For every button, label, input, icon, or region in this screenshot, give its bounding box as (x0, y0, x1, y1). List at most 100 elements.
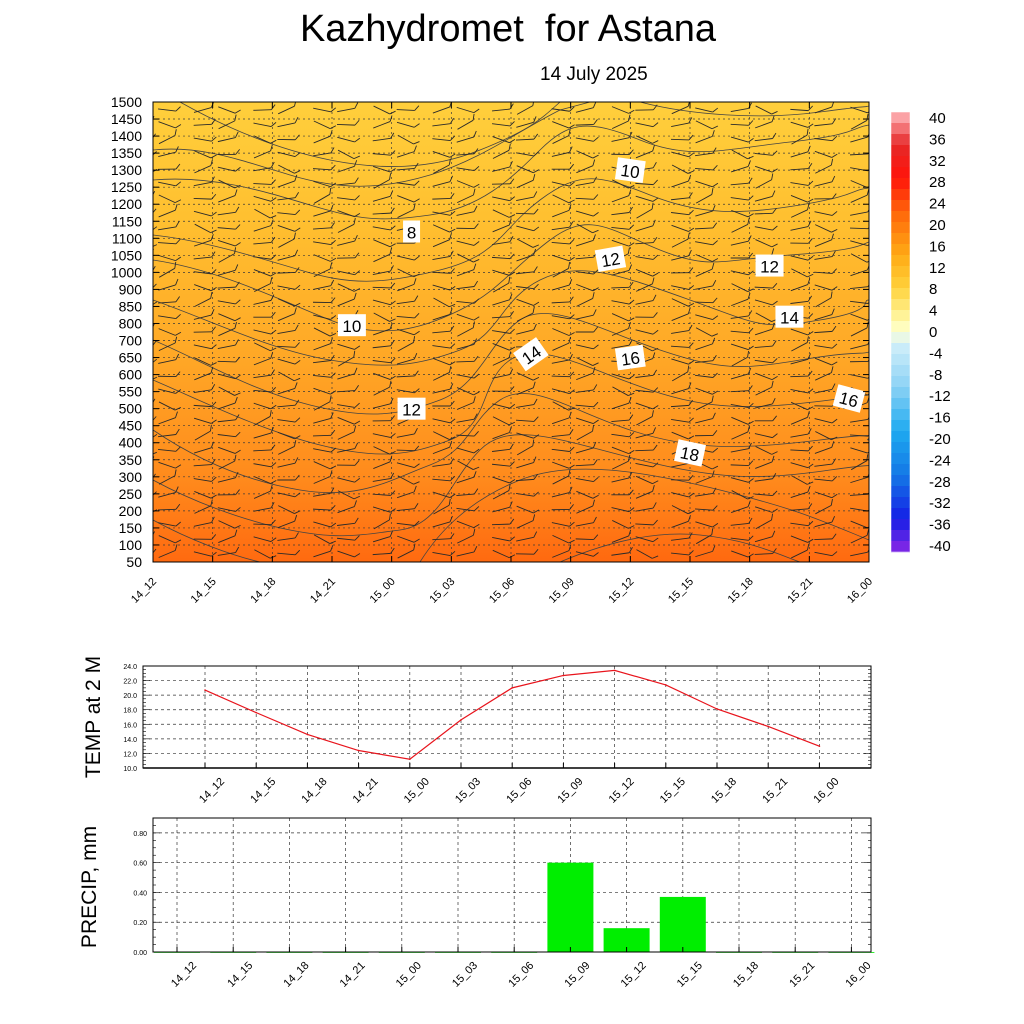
wind-barb-staff (576, 490, 594, 499)
wind-barb-staff (491, 523, 511, 526)
wind-barb-feather (330, 107, 337, 113)
wind-barb-feather (628, 109, 635, 114)
wind-barb-feather (449, 135, 456, 141)
wind-barb-feather (569, 446, 575, 452)
wind-barb (193, 459, 216, 467)
wind-barb-feather (294, 192, 300, 198)
wind-barb-staff (373, 179, 390, 189)
wind-barb-feather (235, 149, 241, 155)
wind-barb-staff (277, 520, 295, 529)
wind-barb (432, 210, 456, 216)
wind-barb-feather (652, 104, 658, 111)
colorbar-segment (891, 365, 910, 377)
wind-barb-feather (473, 355, 479, 362)
wind-barb (814, 233, 834, 247)
wind-barb (671, 365, 690, 382)
contour-label-bg (397, 397, 426, 420)
wind-barb-feather (390, 472, 395, 479)
wind-barb-feather (747, 288, 754, 292)
wind-barb-staff (193, 314, 212, 320)
wind-barb (576, 424, 595, 441)
wind-barb-feather (414, 520, 420, 526)
wind-barb (670, 474, 694, 481)
wind-barb-feather (211, 476, 217, 482)
wind-barb-staff (313, 180, 331, 188)
wind-barb-feather (807, 203, 810, 210)
wind-barb-staff (874, 109, 892, 111)
wind-barb-staff (432, 211, 451, 216)
wind-barb (552, 194, 575, 204)
heatmap-xtick-label: 14_12 (129, 576, 159, 606)
wind-barb (754, 358, 778, 364)
wind-barb (515, 548, 539, 555)
wind-barb (695, 107, 719, 113)
wind-barb (754, 207, 777, 215)
wind-barb-feather (831, 153, 838, 158)
wind-barb-staff (611, 433, 630, 438)
isotherm-line (559, 533, 801, 562)
wind-barb-feather (711, 130, 715, 137)
wind-barb (217, 299, 241, 305)
wind-barb (552, 204, 572, 218)
wind-barb-feather (294, 267, 300, 273)
wind-barb (516, 225, 540, 232)
wind-barb (850, 338, 869, 350)
wind-barb (575, 210, 599, 217)
wind-barb-staff (337, 404, 355, 408)
wind-barb-feather (712, 147, 717, 154)
wind-barb-staff (576, 223, 593, 234)
wind-barb-feather (628, 322, 631, 329)
wind-barb-staff (731, 490, 748, 500)
wind-barb-staff (874, 375, 892, 378)
wind-barb-feather (473, 524, 480, 529)
wind-barb (432, 475, 456, 482)
contour-label-bg (674, 439, 706, 467)
wind-barb (850, 321, 869, 337)
wind-barb-staff (372, 153, 391, 156)
wind-barb (754, 490, 778, 497)
wind-barb-staff (372, 552, 391, 556)
temp-point (665, 684, 667, 686)
wind-barb (516, 174, 536, 189)
wind-barb (635, 329, 659, 335)
wind-barb-staff (516, 404, 534, 408)
wind-barb-feather (270, 236, 276, 243)
wind-barb-staff (253, 269, 271, 277)
wind-barb-staff (253, 329, 272, 335)
wind-barb (432, 515, 453, 528)
wind-barb-staff (552, 342, 570, 351)
precip-grid (153, 818, 871, 952)
wind-barb-staff (158, 254, 176, 262)
wind-barb-feather (413, 543, 416, 551)
colorbar-tick-label: -4 (929, 345, 942, 362)
heatmap-ytick-label: 1050 (111, 247, 142, 263)
wind-barb-feather (270, 427, 274, 434)
wind-barb-staff (874, 242, 892, 245)
wind-barb-feather (688, 399, 693, 406)
wind-barb (790, 503, 813, 511)
wind-barb-staff (158, 475, 176, 485)
wind-barb-feather (294, 302, 301, 307)
wind-barb (193, 193, 217, 200)
wind-barb (695, 205, 716, 217)
wind-barb-feather (211, 136, 217, 142)
wind-barb (790, 388, 814, 394)
wind-barb (158, 535, 182, 544)
wind-barb-feather (354, 195, 360, 201)
wind-barb-feather (153, 244, 158, 248)
wind-barb (790, 278, 811, 292)
wind-barb (731, 425, 750, 440)
wind-barb (611, 106, 635, 114)
wind-barb (313, 254, 337, 262)
wind-barb-feather (210, 286, 217, 292)
wind-barb (396, 428, 418, 438)
temp-ytick-label: 22.0 (123, 679, 137, 686)
wind-barb-feather (389, 248, 392, 255)
wind-barb (396, 462, 420, 468)
wind-barb-staff (755, 372, 773, 381)
wind-barb-staff (695, 534, 713, 545)
wind-barb-staff (313, 210, 331, 217)
wind-barb (850, 520, 869, 529)
wind-barb (397, 543, 416, 559)
